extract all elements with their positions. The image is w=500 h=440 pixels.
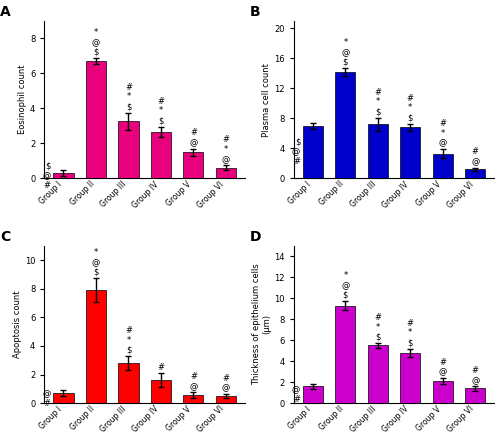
Text: @: @: [92, 38, 100, 47]
Bar: [118, 121, 139, 178]
Bar: [400, 127, 420, 178]
Bar: [465, 169, 485, 178]
Text: #: #: [440, 119, 446, 128]
Text: @: @: [341, 281, 349, 290]
Text: $: $: [94, 268, 98, 276]
Bar: [368, 345, 388, 403]
Bar: [465, 389, 485, 403]
Text: $: $: [375, 332, 380, 341]
Text: @: @: [222, 383, 230, 392]
Text: $: $: [126, 345, 131, 354]
Text: #: #: [407, 94, 414, 103]
Text: *: *: [94, 28, 98, 37]
Text: $: $: [375, 107, 380, 116]
Text: #: #: [472, 366, 479, 375]
Bar: [432, 381, 453, 403]
Text: @: @: [471, 157, 480, 166]
Y-axis label: Eosinophil count: Eosinophil count: [18, 65, 27, 134]
Text: @: @: [92, 258, 100, 267]
Text: $: $: [126, 102, 131, 111]
Text: $: $: [342, 58, 348, 66]
Text: $: $: [46, 161, 51, 170]
Text: *: *: [408, 103, 412, 112]
Text: @: @: [438, 139, 447, 147]
Bar: [216, 396, 236, 403]
Text: *: *: [343, 271, 347, 280]
Bar: [86, 290, 106, 403]
Bar: [118, 363, 139, 403]
Text: $: $: [295, 138, 300, 147]
Text: *: *: [126, 92, 130, 102]
Text: @: @: [222, 154, 230, 164]
Text: *: *: [440, 129, 445, 138]
Bar: [216, 168, 236, 178]
Text: $: $: [342, 291, 348, 300]
Bar: [184, 152, 204, 178]
Text: C: C: [0, 230, 10, 244]
Text: @: @: [341, 48, 349, 57]
Text: @: @: [189, 382, 198, 391]
Bar: [303, 386, 323, 403]
Text: #: #: [440, 358, 446, 367]
Bar: [151, 132, 171, 178]
Bar: [151, 380, 171, 403]
Text: *: *: [376, 97, 380, 106]
Text: @: @: [438, 367, 447, 377]
Text: #: #: [158, 97, 164, 106]
Text: #: #: [293, 158, 300, 166]
Bar: [54, 173, 74, 178]
Text: @: @: [471, 376, 480, 385]
Text: #: #: [125, 326, 132, 335]
Text: #: #: [374, 88, 382, 96]
Bar: [336, 72, 355, 178]
Bar: [336, 306, 355, 403]
Text: #: #: [125, 83, 132, 92]
Text: @: @: [189, 138, 198, 147]
Text: @: @: [42, 389, 51, 398]
Text: #: #: [190, 128, 197, 137]
Text: *: *: [224, 145, 228, 154]
Text: @: @: [42, 171, 51, 180]
Y-axis label: Thickness of epithelium cells
(μm): Thickness of epithelium cells (μm): [252, 264, 272, 385]
Text: *: *: [376, 323, 380, 331]
Text: B: B: [250, 5, 260, 19]
Y-axis label: Plasma cell count: Plasma cell count: [262, 62, 272, 136]
Text: $: $: [158, 116, 164, 125]
Bar: [54, 393, 74, 403]
Y-axis label: Apoptosis count: Apoptosis count: [13, 291, 22, 358]
Text: #: #: [222, 135, 230, 144]
Text: *: *: [94, 248, 98, 257]
Text: #: #: [407, 319, 414, 327]
Text: #: #: [44, 399, 51, 407]
Bar: [400, 353, 420, 403]
Text: #: #: [374, 313, 382, 322]
Bar: [432, 154, 453, 178]
Text: #: #: [44, 181, 51, 190]
Text: *: *: [159, 106, 163, 115]
Text: D: D: [250, 230, 261, 244]
Text: $: $: [408, 113, 413, 122]
Text: #: #: [293, 395, 300, 404]
Bar: [368, 125, 388, 178]
Text: *: *: [408, 328, 412, 337]
Text: *: *: [126, 336, 130, 345]
Text: @: @: [292, 385, 300, 394]
Text: $: $: [94, 48, 98, 56]
Bar: [184, 395, 204, 403]
Bar: [303, 126, 323, 178]
Text: #: #: [190, 372, 197, 381]
Text: #: #: [158, 363, 164, 371]
Text: $: $: [408, 338, 413, 347]
Text: #: #: [472, 147, 479, 157]
Text: *: *: [343, 38, 347, 47]
Text: #: #: [222, 374, 230, 382]
Bar: [86, 61, 106, 178]
Text: @: @: [292, 147, 300, 157]
Text: A: A: [0, 5, 11, 19]
